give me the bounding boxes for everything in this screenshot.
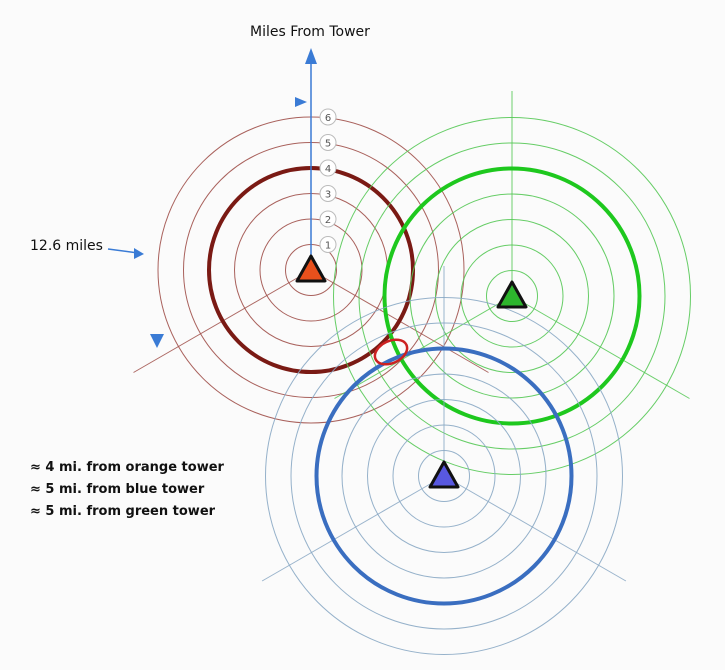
- scale-number: 4: [325, 164, 331, 175]
- green-ring: [358, 142, 666, 450]
- scale-badge: [319, 236, 337, 253]
- note-green-distance: ≈ 5 mi. from green tower: [30, 504, 216, 519]
- scale-badge: [319, 210, 337, 228]
- distance-callout: 12.6 miles: [30, 238, 103, 254]
- blue-spoke: [443, 475, 627, 582]
- green-ring: [486, 270, 538, 322]
- blue-tower-icon: [428, 460, 460, 489]
- blue-ring: [392, 424, 496, 528]
- callout-line: [107, 248, 139, 254]
- axis-title: Miles From Tower: [250, 24, 370, 40]
- note-blue-distance: ≈ 5 mi. from blue tower: [30, 482, 205, 497]
- blue-distance-ring: [314, 346, 574, 606]
- arc-arrow-icon: [150, 334, 164, 348]
- green-tower-icon: [496, 280, 528, 309]
- scale-badge: [319, 134, 337, 151]
- ring-pointer-icon: [295, 97, 307, 107]
- blue-ring: [341, 373, 547, 579]
- green-ring: [333, 117, 691, 475]
- scale-number: 6: [325, 113, 331, 124]
- green-distance-ring: [382, 166, 642, 426]
- callout-arrow-icon: [134, 248, 144, 259]
- intersection-marker: [373, 338, 409, 366]
- scale-number: 3: [325, 190, 331, 201]
- green-ring: [435, 219, 589, 373]
- blue-ring: [367, 399, 521, 553]
- scale-badge: [319, 185, 337, 202]
- green-ring: [409, 193, 615, 399]
- scale-number: 2: [325, 215, 331, 226]
- scale-badge: [319, 159, 337, 177]
- green-ring: [460, 244, 564, 348]
- axis-arrow-icon: [305, 48, 317, 64]
- scale-number: 1: [325, 241, 331, 252]
- note-orange-distance: ≈ 4 mi. from orange tower: [30, 460, 224, 475]
- blue-ring: [418, 450, 470, 502]
- blue-ring: [265, 297, 623, 655]
- scale-number: 5: [325, 139, 331, 150]
- blue-ring: [290, 322, 598, 630]
- blue-spoke: [261, 475, 445, 582]
- scale-badge: [319, 108, 337, 126]
- orange-tower-icon: [295, 254, 327, 283]
